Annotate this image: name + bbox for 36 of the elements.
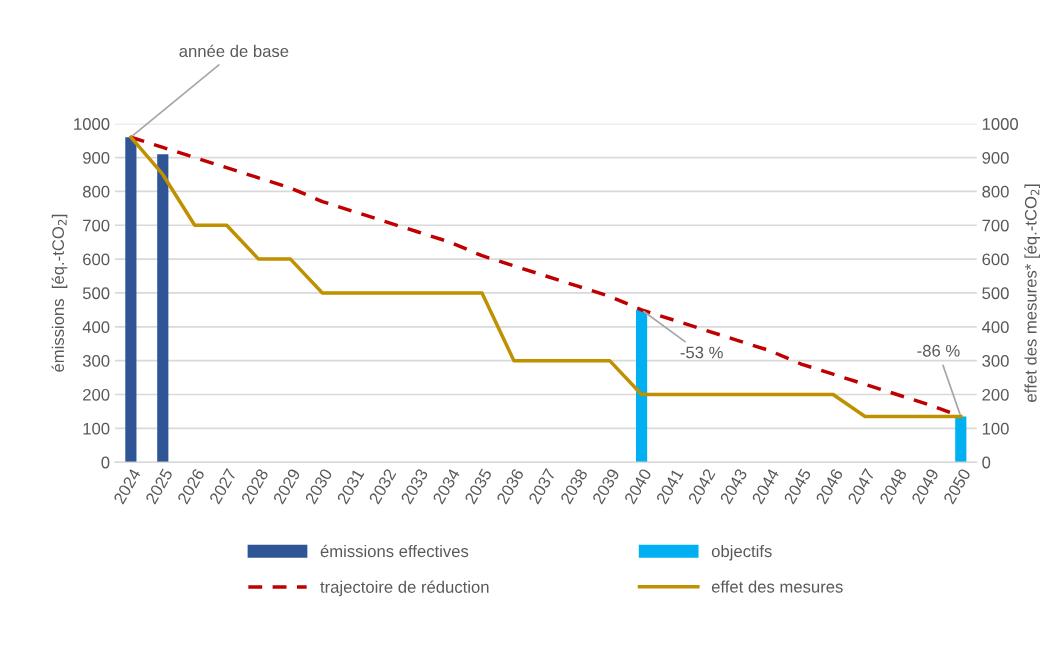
- legend-label: émissions effectives: [320, 544, 469, 558]
- y2-tick-label: 900: [982, 151, 1009, 164]
- y-tick-label: 300: [82, 355, 110, 367]
- y2-axis-title: effet des mesures* [éq.-tCO$_{2}$]: [1024, 184, 1040, 402]
- legend-label: objectifs: [711, 544, 772, 561]
- y-tick-label: 1000: [74, 118, 110, 130]
- bar: [157, 154, 169, 463]
- y-tick-label: 200: [83, 388, 110, 401]
- y2-tick-label: 600: [982, 253, 1009, 266]
- line-series: [129, 135, 963, 419]
- y2-tick-label: 0: [982, 456, 991, 469]
- bar: [955, 416, 967, 463]
- y2-tick-label: 500: [982, 287, 1009, 300]
- y-tick-label: 800: [82, 185, 110, 198]
- annotation: -86 %: [917, 344, 960, 357]
- y-tick-label: 500: [82, 287, 110, 300]
- bar: [125, 137, 137, 463]
- y2-tick-label: 1000: [982, 118, 1019, 130]
- y2-tick-label: 400: [982, 321, 1009, 334]
- y-tick-label: 0: [101, 456, 110, 469]
- y2-tick-label: 700: [982, 219, 1009, 232]
- annotation: année de base: [179, 44, 289, 58]
- y-tick-label: 100: [83, 422, 110, 435]
- y-tick-label: 700: [83, 219, 110, 232]
- y2-tick-label: 300: [982, 355, 1009, 367]
- y-axis-title: émissions [éq.-tCO$_{2}$]: [51, 214, 68, 372]
- y2-tick-label: 200: [982, 388, 1009, 401]
- annotation: -53 %: [680, 346, 723, 359]
- bar: [636, 309, 648, 463]
- y-tick-label: 600: [83, 253, 110, 266]
- y2-tick-label: 800: [982, 185, 1009, 198]
- y-tick-label: 900: [83, 151, 110, 164]
- legend-label: effet des mesures: [711, 580, 843, 593]
- y2-tick-label: 100: [982, 422, 1009, 435]
- y-tick-label: 400: [82, 321, 110, 334]
- legend-label: trajectoire de réduction: [320, 580, 489, 597]
